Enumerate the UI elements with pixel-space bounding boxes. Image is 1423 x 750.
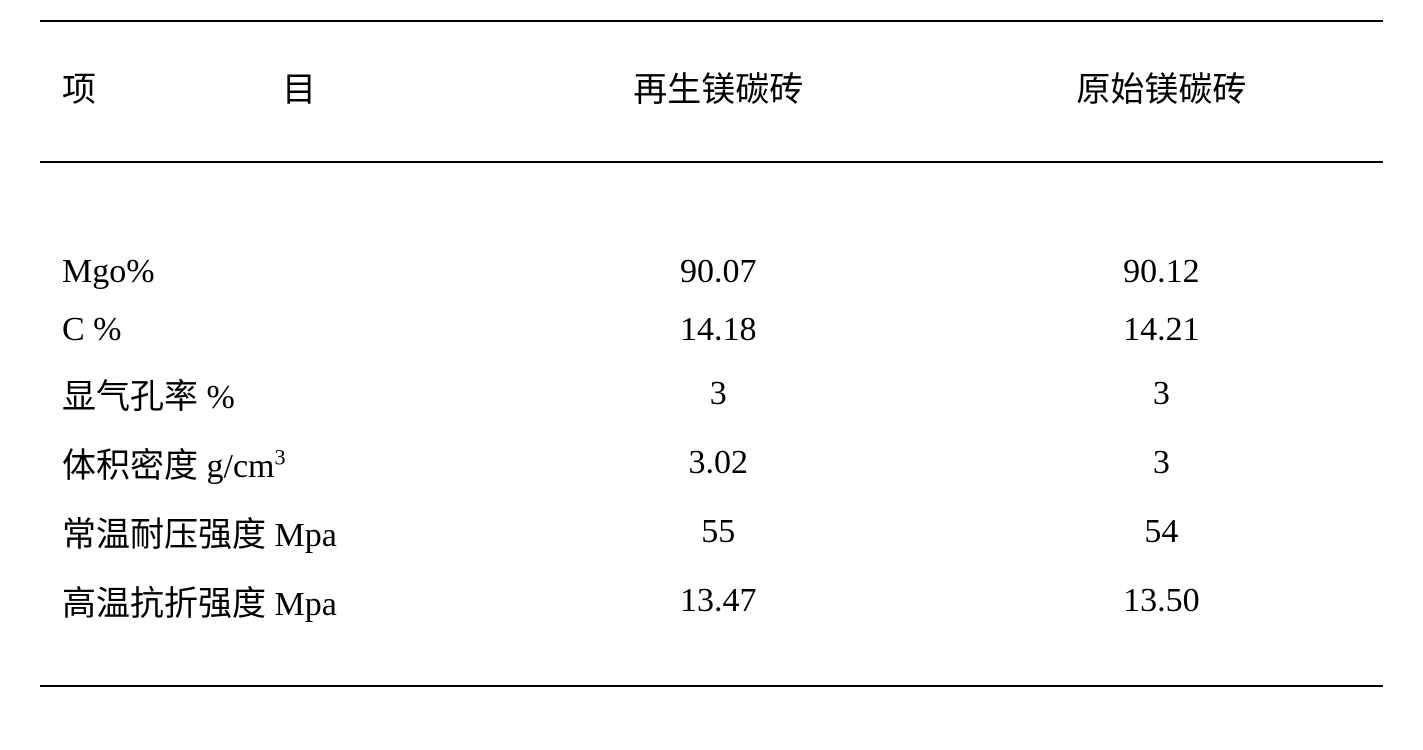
row-val-recycled: 13.47 bbox=[497, 566, 940, 686]
header-item-char2: 目 bbox=[282, 72, 316, 109]
table-row: 常温耐压强度 Mpa 55 54 bbox=[40, 497, 1383, 566]
row-val-original: 54 bbox=[940, 497, 1383, 566]
row-val-recycled: 55 bbox=[497, 497, 940, 566]
table-header-row: 项目 再生镁碳砖 原始镁碳砖 bbox=[40, 21, 1383, 162]
table-row: 体积密度 g/cm3 3.02 3 bbox=[40, 428, 1383, 497]
row-label: 常温耐压强度 Mpa bbox=[40, 497, 497, 566]
row-label: 显气孔率 % bbox=[40, 359, 497, 428]
row-label: Mgo% bbox=[40, 243, 497, 301]
row-label: 体积密度 g/cm3 bbox=[40, 428, 497, 497]
header-col-original: 原始镁碳砖 bbox=[940, 21, 1383, 162]
header-col-recycled: 再生镁碳砖 bbox=[497, 21, 940, 162]
row-val-recycled: 14.18 bbox=[497, 301, 940, 359]
row-label: C % bbox=[40, 301, 497, 359]
table-row: Mgo% 90.07 90.12 bbox=[40, 243, 1383, 301]
row-val-recycled: 3.02 bbox=[497, 428, 940, 497]
properties-table: 项目 再生镁碳砖 原始镁碳砖 Mgo% 90.07 90.12 C % 14.1… bbox=[40, 20, 1383, 687]
row-val-original: 3 bbox=[940, 359, 1383, 428]
spacer-row bbox=[40, 162, 1383, 243]
header-item-char1: 项 bbox=[62, 62, 282, 111]
row-val-recycled: 3 bbox=[497, 359, 940, 428]
table-row: C % 14.18 14.21 bbox=[40, 301, 1383, 359]
row-val-recycled: 90.07 bbox=[497, 243, 940, 301]
row-val-original: 13.50 bbox=[940, 566, 1383, 686]
row-val-original: 14.21 bbox=[940, 301, 1383, 359]
row-label: 高温抗折强度 Mpa bbox=[40, 566, 497, 686]
row-val-original: 3 bbox=[940, 428, 1383, 497]
row-label-text: 体积密度 g/cm3 bbox=[62, 448, 286, 485]
table-row: 高温抗折强度 Mpa 13.47 13.50 bbox=[40, 566, 1383, 686]
table-row: 显气孔率 % 3 3 bbox=[40, 359, 1383, 428]
row-val-original: 90.12 bbox=[940, 243, 1383, 301]
header-item: 项目 bbox=[40, 21, 497, 162]
